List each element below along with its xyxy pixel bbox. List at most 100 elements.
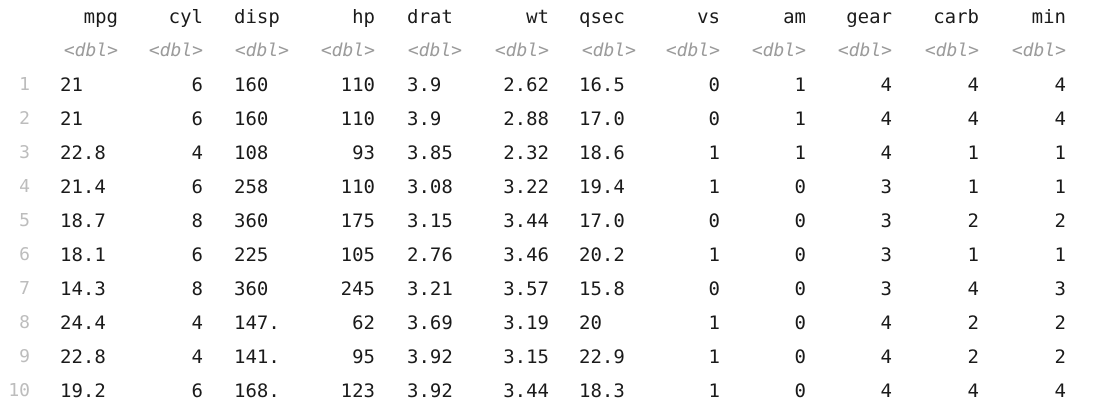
cell-vs: 0	[708, 278, 720, 300]
cell-hp: 175	[340, 210, 375, 232]
cell-cyl: 4	[191, 312, 203, 334]
cell-drat: 3.9	[407, 108, 442, 130]
cell-wt: 2.32	[503, 142, 549, 164]
column-header-hp: hp	[352, 6, 375, 28]
cell-disp: 360	[234, 210, 269, 232]
cell-wt: 3.15	[503, 346, 549, 368]
table-row: 7 14.3 8 360 245 3.21 3.57 15.8 0 0 3 4 3	[0, 272, 1108, 306]
cell-wt: 2.88	[503, 108, 549, 130]
cell-am: 0	[794, 312, 806, 334]
cell-hp: 245	[340, 278, 375, 300]
cell-vs: 1	[708, 142, 720, 164]
cell-wt: 3.44	[503, 210, 549, 232]
cell-gear: 4	[880, 74, 892, 96]
column-type-row: <dbl> <dbl> <dbl> <dbl> <dbl> <dbl> <dbl> <dbl>…	[0, 34, 1108, 68]
column-header-gear: gear	[846, 6, 892, 28]
cell-wt: 3.22	[503, 176, 549, 198]
column-type-min: <dbl>	[1011, 40, 1066, 61]
cell-drat: 3.85	[407, 142, 453, 164]
column-header-drat: drat	[407, 6, 453, 28]
cell-min: 1	[1054, 244, 1066, 266]
cell-cyl: 6	[191, 108, 203, 130]
cell-mpg: 21.4	[60, 176, 106, 198]
cell-disp: 160	[234, 74, 269, 96]
cell-hp: 95	[352, 346, 375, 368]
cell-disp: 147.	[234, 312, 280, 334]
cell-carb: 2	[967, 210, 979, 232]
cell-gear: 4	[880, 380, 892, 402]
cell-am: 0	[794, 346, 806, 368]
cell-gear: 3	[880, 278, 892, 300]
cell-qsec: 15.8	[579, 278, 625, 300]
cell-hp: 110	[340, 176, 375, 198]
cell-qsec: 19.4	[579, 176, 625, 198]
column-header-row: mpg cyl disp hp drat wt qsec vs am gear carb min	[0, 0, 1108, 34]
cell-min: 2	[1054, 346, 1066, 368]
cell-wt: 3.19	[503, 312, 549, 334]
cell-cyl: 8	[191, 210, 203, 232]
column-type-mpg: <dbl>	[63, 40, 118, 61]
cell-cyl: 6	[191, 244, 203, 266]
cell-mpg: 21	[60, 108, 83, 130]
cell-mpg: 21	[60, 74, 83, 96]
cell-wt: 3.57	[503, 278, 549, 300]
cell-mpg: 22.8	[60, 142, 106, 164]
column-header-cyl: cyl	[168, 6, 203, 28]
cell-disp: 141.	[234, 346, 280, 368]
cell-disp: 225	[234, 244, 269, 266]
row-number: 7	[19, 278, 30, 299]
cell-disp: 258	[234, 176, 269, 198]
cell-mpg: 18.1	[60, 244, 106, 266]
cell-gear: 3	[880, 176, 892, 198]
cell-hp: 93	[352, 142, 375, 164]
cell-cyl: 4	[191, 346, 203, 368]
row-number: 10	[8, 380, 30, 401]
cell-qsec: 22.9	[579, 346, 625, 368]
row-number: 3	[19, 142, 30, 163]
cell-carb: 4	[967, 74, 979, 96]
cell-drat: 3.15	[407, 210, 453, 232]
row-number: 8	[19, 312, 30, 333]
cell-am: 0	[794, 210, 806, 232]
cell-carb: 2	[967, 346, 979, 368]
cell-vs: 0	[708, 108, 720, 130]
table-row: 2 21 6 160 110 3.9 2.88 17.0 0 1 4 4 4	[0, 102, 1108, 136]
cell-min: 1	[1054, 176, 1066, 198]
column-header-wt: wt	[526, 6, 549, 28]
column-header-min: min	[1031, 6, 1066, 28]
cell-carb: 4	[967, 380, 979, 402]
cell-carb: 4	[967, 278, 979, 300]
cell-gear: 3	[880, 244, 892, 266]
cell-gear: 4	[880, 108, 892, 130]
cell-qsec: 16.5	[579, 74, 625, 96]
cell-disp: 360	[234, 278, 269, 300]
cell-hp: 105	[340, 244, 375, 266]
cell-hp: 62	[352, 312, 375, 334]
cell-mpg: 22.8	[60, 346, 106, 368]
cell-carb: 2	[967, 312, 979, 334]
column-type-wt: <dbl>	[494, 40, 549, 61]
column-type-hp: <dbl>	[320, 40, 375, 61]
cell-am: 0	[794, 176, 806, 198]
cell-qsec: 20	[579, 312, 602, 334]
cell-hp: 110	[340, 108, 375, 130]
cell-mpg: 14.3	[60, 278, 106, 300]
cell-drat: 3.9	[407, 74, 442, 96]
cell-min: 2	[1054, 312, 1066, 334]
cell-gear: 4	[880, 312, 892, 334]
cell-disp: 160	[234, 108, 269, 130]
cell-vs: 1	[708, 312, 720, 334]
table-row: 1 21 6 160 110 3.9 2.62 16.5 0 1 4 4 4	[0, 68, 1108, 102]
cell-wt: 3.44	[503, 380, 549, 402]
cell-min: 4	[1054, 108, 1066, 130]
cell-disp: 108	[234, 142, 269, 164]
cell-vs: 1	[708, 176, 720, 198]
cell-cyl: 6	[191, 380, 203, 402]
column-type-carb: <dbl>	[924, 40, 979, 61]
cell-mpg: 18.7	[60, 210, 106, 232]
table-row: 3 22.8 4 108 93 3.85 2.32 18.6 1 1 4 1 1	[0, 136, 1108, 170]
column-header-qsec: qsec	[579, 6, 625, 28]
cell-wt: 3.46	[503, 244, 549, 266]
row-number: 1	[19, 74, 30, 95]
